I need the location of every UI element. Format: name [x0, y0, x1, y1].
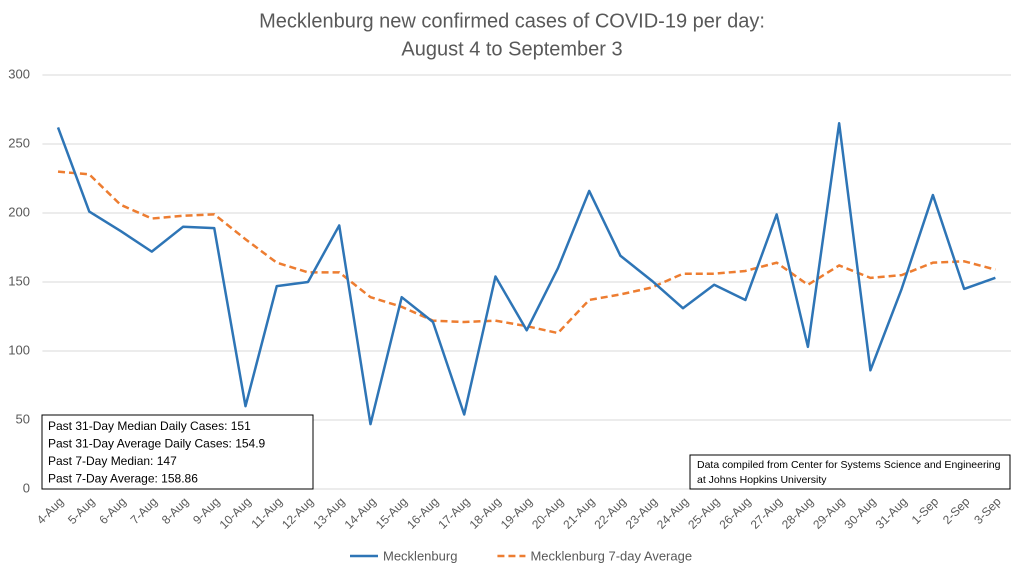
- y-tick-label: 250: [8, 135, 30, 150]
- stats-box: [41, 414, 314, 490]
- series-line: [57, 170, 996, 335]
- source-text: at Johns Hopkins University: [697, 474, 827, 486]
- stats-text: Past 7-Day Median: 147: [48, 454, 177, 468]
- y-tick-label: 100: [8, 342, 30, 357]
- source-text: Data compiled from Center for Systems Sc…: [697, 459, 1001, 471]
- stats-text: Past 31-Day Median Daily Cases: 151: [48, 419, 251, 433]
- stats-text: Past 7-Day Average: 158.86: [48, 472, 198, 486]
- y-tick-label: 150: [8, 273, 30, 288]
- y-tick-label: 0: [23, 480, 30, 495]
- source-box: [689, 454, 1011, 490]
- chart-title: Mecklenburg new confirmed cases of COVID…: [259, 10, 765, 32]
- chart-title: August 4 to September 3: [401, 38, 622, 60]
- y-tick-label: 50: [16, 411, 30, 426]
- legend-label: Mecklenburg: [383, 548, 457, 563]
- stats-text: Past 31-Day Average Daily Cases: 154.9: [48, 437, 266, 451]
- legend-label: Mecklenburg 7-day Average: [530, 548, 692, 563]
- y-tick-label: 200: [8, 204, 30, 219]
- series-line: [56, 122, 996, 426]
- y-tick-label: 300: [8, 66, 30, 81]
